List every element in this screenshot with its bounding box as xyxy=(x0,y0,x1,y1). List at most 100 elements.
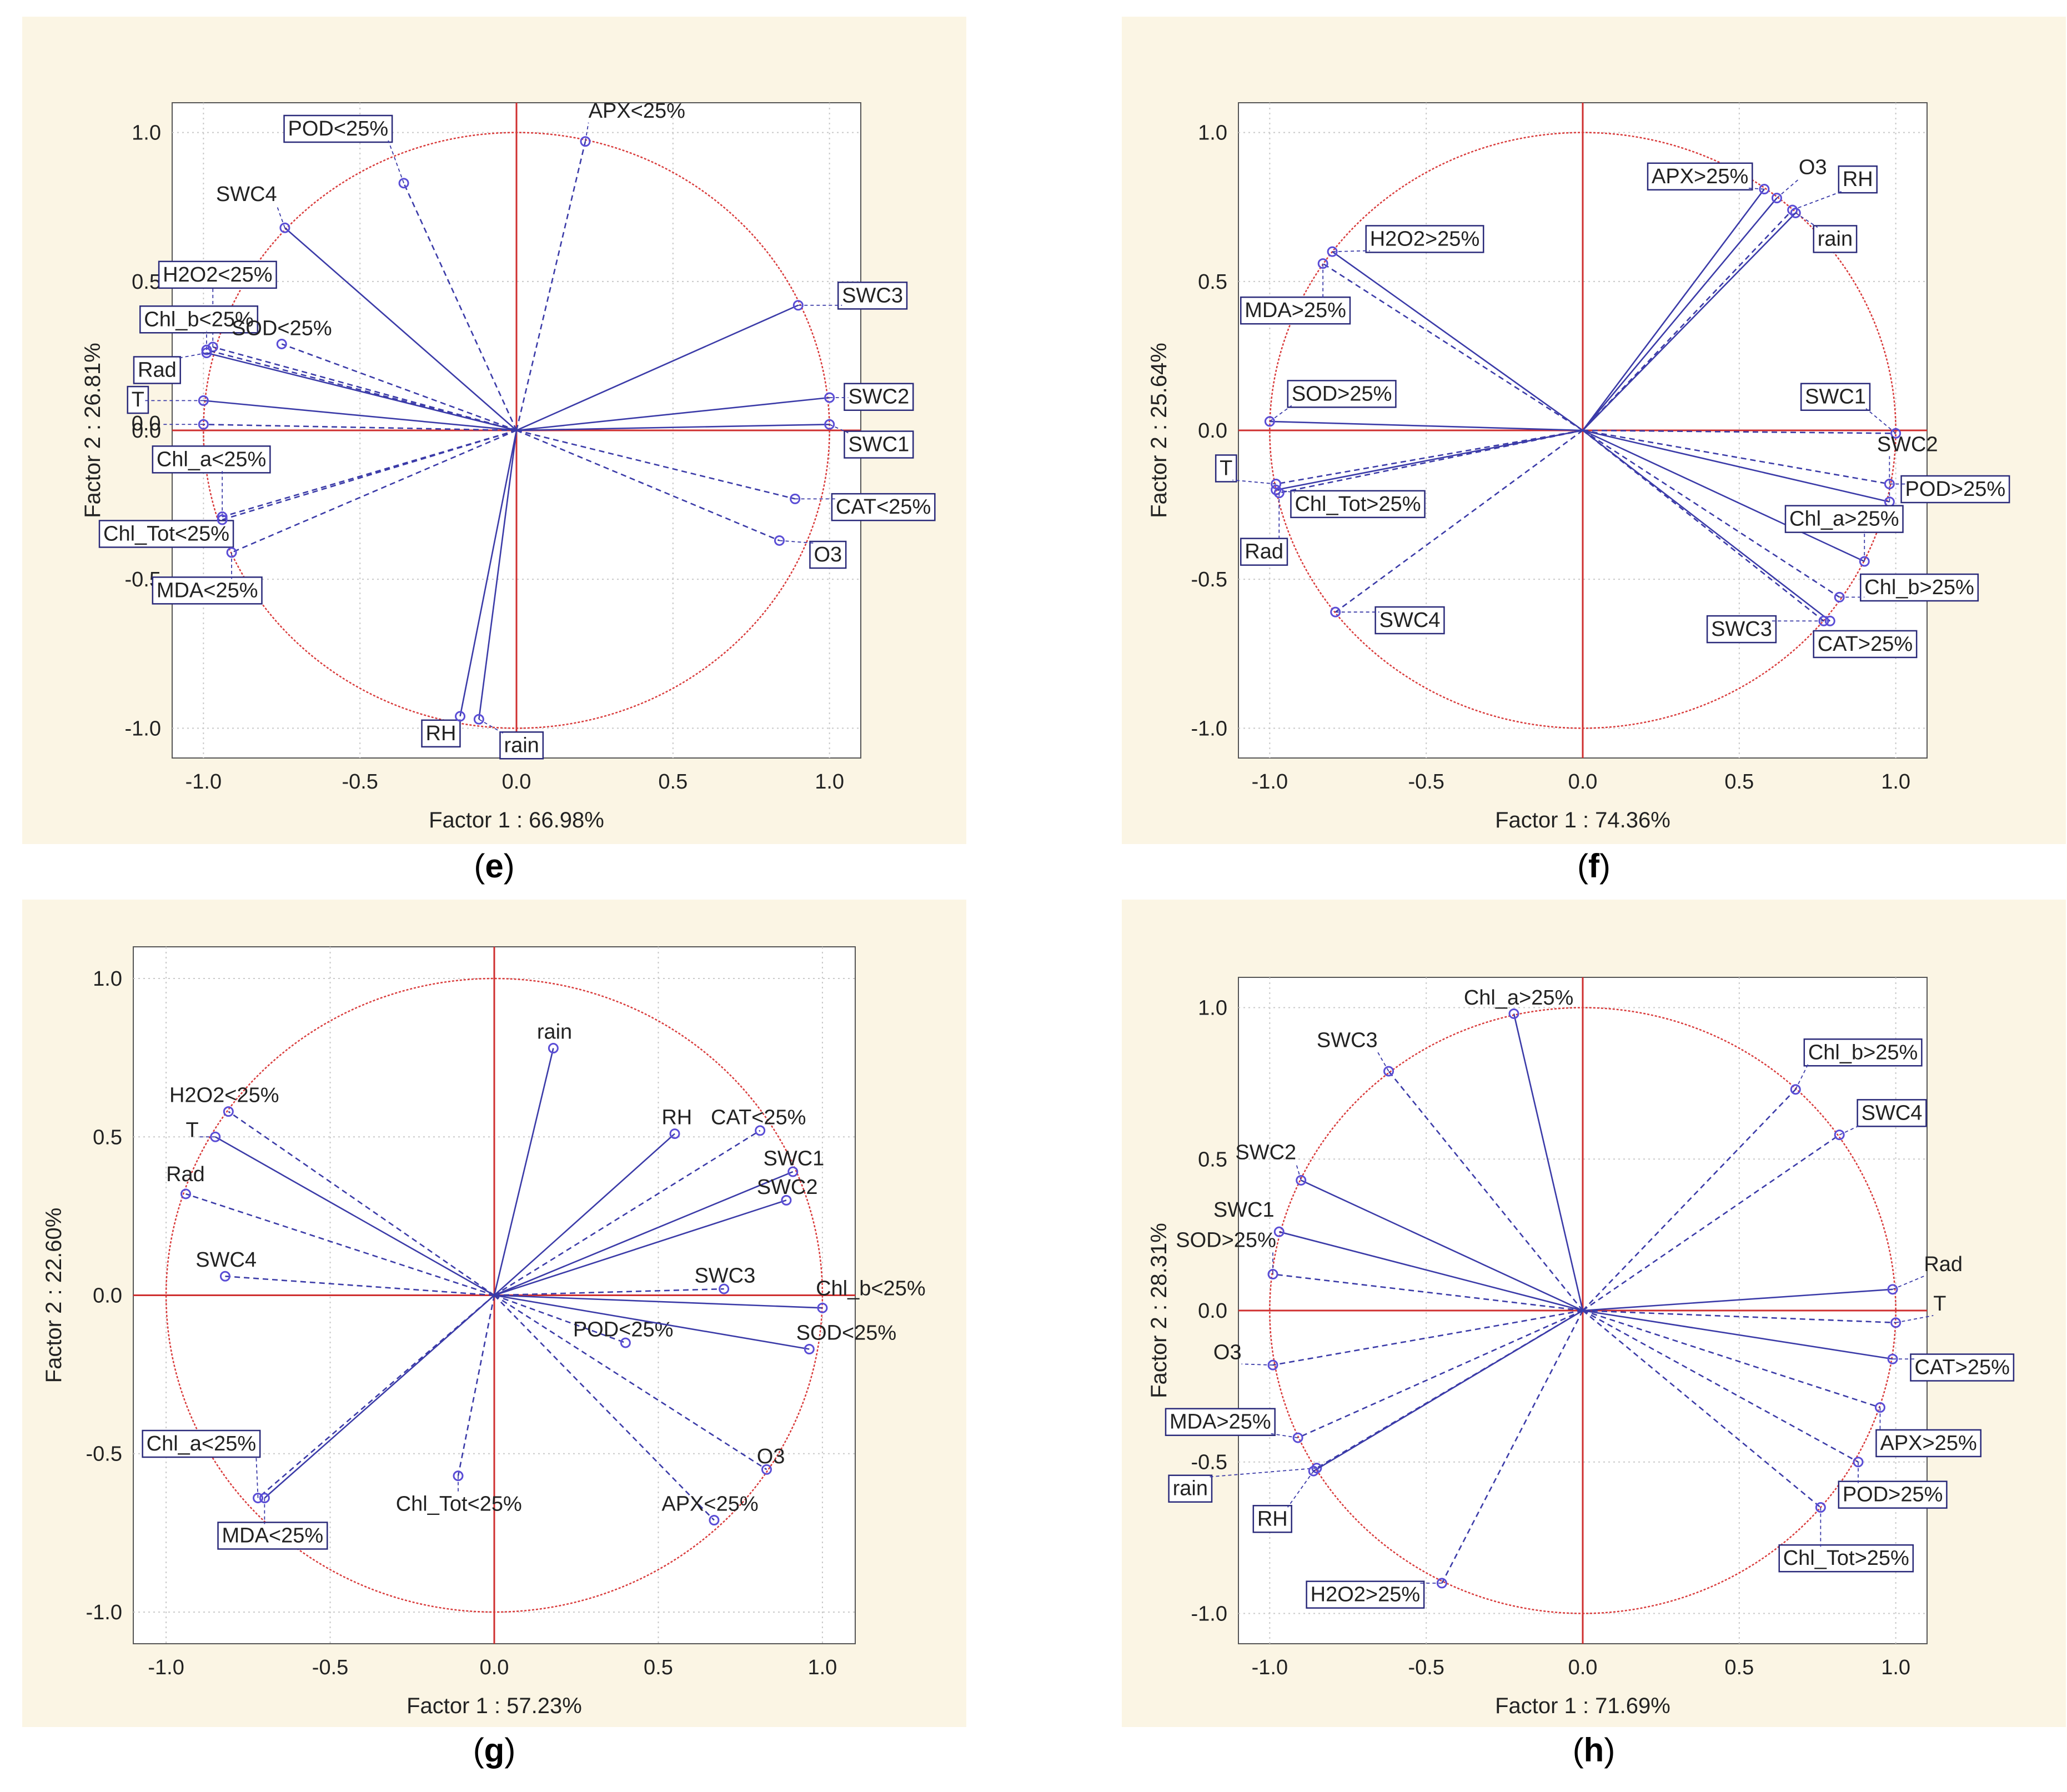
panel-f-var-swc2-label: SWC2 xyxy=(1877,433,1938,456)
panel-e-var-rad-marker xyxy=(201,348,212,359)
panel-h-var-rad-label: Rad xyxy=(1924,1253,1963,1276)
panel-g-var-sod-25-vector xyxy=(494,1294,810,1350)
panel-e-var-cat-25-label: CAT<25% xyxy=(836,495,931,519)
panel-f-var-o3-marker xyxy=(1771,193,1782,204)
panel-h-var-swc2-label: SWC2 xyxy=(1235,1141,1296,1164)
panel-f-var-rain-leader xyxy=(1795,212,1818,228)
panel-g-var-swc2-label: SWC2 xyxy=(757,1176,818,1199)
panel-f-var-apx-25-label: APX>25% xyxy=(1652,165,1748,188)
panel-f-var-h2o2-25-leader xyxy=(1332,250,1370,253)
panel-e-var-rh-vector xyxy=(459,430,518,717)
panel-h-var-o3-vector xyxy=(1272,1309,1583,1366)
panel-f-var-rh-leader xyxy=(1792,190,1843,210)
panel-g-var-chl-a-25-marker xyxy=(253,1493,264,1504)
panel-g-var-chl-tot-25-vector xyxy=(457,1295,495,1476)
panel-e-var-chl-b-25-label: Chl_b<25% xyxy=(144,308,254,331)
panel-f-y-tick-label: 0.0 xyxy=(1198,419,1227,443)
panel-f-var-swc4-vector xyxy=(1334,429,1583,613)
panel-f-y-tick-label: -0.5 xyxy=(1191,568,1227,591)
panel-h-var-chl-b-25-label: Chl_b>25% xyxy=(1808,1041,1918,1064)
panel-g-var-chl-a-25-leader xyxy=(255,1455,259,1498)
panel-f-var-t-vector xyxy=(1276,429,1583,485)
panel-g-var-apx-25-vector xyxy=(494,1294,715,1521)
panel-e-var-sod-25-label: SOD<25% xyxy=(232,317,332,340)
panel-h-var-cat-25-marker xyxy=(1887,1353,1898,1364)
panel-h-var-swc4-leader xyxy=(1839,1124,1862,1136)
panel-f-var-sod-25-vector xyxy=(1270,420,1583,431)
panel-f-var-h2o2-25-vector xyxy=(1332,251,1583,431)
panel-h-var-swc1-label: SWC1 xyxy=(1213,1198,1275,1222)
panel-e-var-apx-25-marker xyxy=(580,136,591,147)
panel-h-x-tick-label: 0.0 xyxy=(1568,1656,1598,1679)
panel-g-var-sod-25-label: SOD<25% xyxy=(796,1321,897,1344)
panel-e-var-chl-b-25-marker xyxy=(201,344,212,355)
panel-f-var-chl-a-25-label: Chl_a>25% xyxy=(1789,508,1899,531)
panel-h-var-rad-marker xyxy=(1887,1284,1898,1295)
panel-g-var-rad-vector xyxy=(185,1193,495,1296)
panel-h-var-h2o2-25-label: H2O2>25% xyxy=(1311,1583,1421,1607)
panel-h-var-rain-label: rain xyxy=(1173,1477,1208,1500)
panel-e-var-rain-marker xyxy=(473,714,484,725)
panel-g-var-mda-25-marker xyxy=(259,1493,270,1504)
panel-f-var-chl-b-25-label: Chl_b>25% xyxy=(1864,576,1974,599)
panel-e-var-apx-25-vector xyxy=(515,141,586,431)
panel-f-var-swc4-label-box xyxy=(1374,606,1445,635)
panel-h-y-axis-title: Factor 2 : 28.31% xyxy=(1147,1223,1171,1398)
panel-h-var-t-label: T xyxy=(1933,1292,1946,1316)
panel-f-var-sod-25-marker xyxy=(1264,416,1275,427)
panel-h-var-sod-25-label: SOD>25% xyxy=(1176,1228,1276,1252)
panel-f-var-sod-25-label: SOD>25% xyxy=(1292,382,1392,405)
panel-g-var-t-vector xyxy=(215,1136,495,1296)
panel-h-var-rh-marker xyxy=(1308,1465,1319,1477)
panel-e-var-mda-25-label-box xyxy=(152,576,263,605)
panel-h-var-pod-25-label-box xyxy=(1838,1480,1948,1509)
panel-f-var-rain-label-box xyxy=(1813,225,1858,253)
panel-h-var-t-marker xyxy=(1890,1317,1902,1328)
panel-g-y-tick-label: 0.0 xyxy=(93,1284,122,1308)
panel-h-var-cat-25-vector xyxy=(1582,1309,1893,1360)
panel-e-var-mda-25-marker xyxy=(226,547,237,558)
panel-h-y-tick-label: 0.0 xyxy=(1198,1299,1227,1323)
panel-h-var-rh-vector xyxy=(1313,1309,1583,1472)
panel-e-var-rain-leader xyxy=(478,719,504,735)
panel-f-var-swc3-label-box xyxy=(1706,615,1777,644)
panel-h-var-o3-leader xyxy=(1241,1363,1273,1366)
panel-g-var-chl-tot-25-marker xyxy=(453,1470,464,1482)
panel-f-var-rad-vector xyxy=(1279,429,1583,494)
panel-h-var-chl-tot-25-vector xyxy=(1582,1309,1822,1508)
panel-f-var-swc3-label: SWC3 xyxy=(1711,618,1772,641)
panel-f-var-swc3-marker xyxy=(1824,615,1835,626)
panel-f-var-sod-25-label-box xyxy=(1287,380,1397,408)
panel-h-var-mda-25-marker xyxy=(1292,1432,1303,1443)
panel-h-var-chl-b-25-vector xyxy=(1582,1088,1797,1311)
panel-g-var-swc2-vector xyxy=(494,1199,787,1296)
panel-h-var-t-vector xyxy=(1582,1309,1896,1324)
panel-e-var-apx-25-label: APX<25% xyxy=(589,99,685,123)
panel-e-var-h2o2-25-label-box xyxy=(158,260,277,289)
panel-h-var-mda-25-vector xyxy=(1297,1309,1583,1439)
panel-h-var-chl-tot-25-label-box xyxy=(1778,1544,1914,1573)
panel-g-x-tick-label: 0.0 xyxy=(480,1656,509,1679)
panel-f-var-rad-label: Rad xyxy=(1245,540,1283,564)
panel-f-var-apx-25-label-box xyxy=(1647,162,1753,191)
panel-e-var-mda-25-vector xyxy=(231,429,517,554)
panel-g-var-swc2-marker xyxy=(781,1194,792,1206)
panel-e-var-chl-a-25-label-box xyxy=(152,445,271,474)
panel-e-var-chl-b-25-label-box xyxy=(139,305,259,334)
panel-h-var-swc1-marker xyxy=(1273,1226,1285,1237)
panel-h-var-pod-25-label: POD>25% xyxy=(1843,1483,1943,1507)
panel-f-x-tick-label: 0.0 xyxy=(1568,770,1598,794)
panel-f-letter: (f) xyxy=(1577,847,1611,885)
panel-h-var-swc3-label: SWC3 xyxy=(1317,1028,1378,1052)
panel-f-var-chl-tot-25-label: Chl_Tot>25% xyxy=(1295,493,1421,516)
panel-h-var-pod-25-marker xyxy=(1853,1457,1864,1468)
panel-f-var-o3-label: O3 xyxy=(1799,156,1827,179)
panel-e-var-swc3-vector xyxy=(516,304,799,431)
panel-f-var-t-marker xyxy=(1271,479,1282,490)
panel-e-var-0-0-vector xyxy=(203,423,517,431)
panel-h-var-cat-25-label: CAT>25% xyxy=(1914,1356,2009,1379)
panel-f-var-swc1-label: SWC1 xyxy=(1805,385,1866,409)
panel-h-var-rh-leader xyxy=(1287,1470,1315,1508)
panel-e-var-chl-tot-25-label-box xyxy=(98,520,234,548)
panel-e-unit-circle xyxy=(203,132,830,729)
